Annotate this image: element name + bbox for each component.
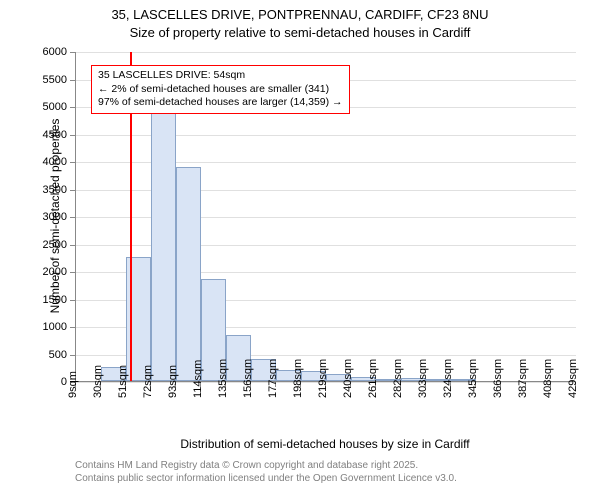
- footer-line-2: Contains public sector information licen…: [75, 473, 457, 486]
- histogram-bar: [176, 167, 201, 382]
- y-tick-label: 0: [35, 376, 67, 388]
- y-tick-label: 5500: [35, 74, 67, 86]
- info-box-line-1: 35 LASCELLES DRIVE: 54sqm: [98, 69, 343, 83]
- y-tick-mark: [70, 162, 75, 163]
- title-line-1: 35, LASCELLES DRIVE, PONTPRENNAU, CARDIF…: [0, 6, 600, 24]
- chart-container: 35, LASCELLES DRIVE, PONTPRENNAU, CARDIF…: [0, 0, 600, 500]
- histogram-bar: [151, 112, 176, 382]
- title-line-2: Size of property relative to semi-detach…: [0, 24, 600, 42]
- y-tick-label: 1500: [35, 294, 67, 306]
- footer-line-1: Contains HM Land Registry data © Crown c…: [75, 460, 457, 473]
- y-tick-mark: [70, 135, 75, 136]
- y-tick-mark: [70, 107, 75, 108]
- y-tick-label: 500: [35, 349, 67, 361]
- y-tick-mark: [70, 217, 75, 218]
- y-tick-mark: [70, 355, 75, 356]
- y-tick-mark: [70, 327, 75, 328]
- y-tick-mark: [70, 190, 75, 191]
- y-tick-label: 2000: [35, 266, 67, 278]
- y-tick-label: 4000: [35, 156, 67, 168]
- y-tick-mark: [70, 272, 75, 273]
- y-tick-mark: [70, 300, 75, 301]
- y-tick-label: 3000: [35, 211, 67, 223]
- y-tick-label: 2500: [35, 239, 67, 251]
- y-tick-mark: [70, 245, 75, 246]
- info-box-line-2: ← 2% of semi-detached houses are smaller…: [98, 83, 343, 97]
- grid-line: [76, 52, 576, 53]
- y-tick-label: 5000: [35, 101, 67, 113]
- y-tick-label: 6000: [35, 46, 67, 58]
- y-tick-label: 1000: [35, 321, 67, 333]
- y-tick-mark: [70, 80, 75, 81]
- info-box: 35 LASCELLES DRIVE: 54sqm ← 2% of semi-d…: [91, 65, 350, 114]
- y-tick-mark: [70, 52, 75, 53]
- info-box-line-3: 97% of semi-detached houses are larger (…: [98, 96, 343, 110]
- footer: Contains HM Land Registry data © Crown c…: [75, 460, 457, 485]
- plot-area: 35 LASCELLES DRIVE: 54sqm ← 2% of semi-d…: [75, 52, 575, 382]
- x-axis-label: Distribution of semi-detached houses by …: [75, 437, 575, 451]
- y-tick-label: 4500: [35, 129, 67, 141]
- y-tick-label: 3500: [35, 184, 67, 196]
- chart-title: 35, LASCELLES DRIVE, PONTPRENNAU, CARDIF…: [0, 0, 600, 41]
